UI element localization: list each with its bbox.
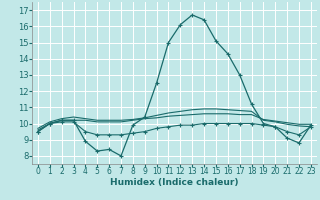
X-axis label: Humidex (Indice chaleur): Humidex (Indice chaleur) (110, 178, 239, 187)
